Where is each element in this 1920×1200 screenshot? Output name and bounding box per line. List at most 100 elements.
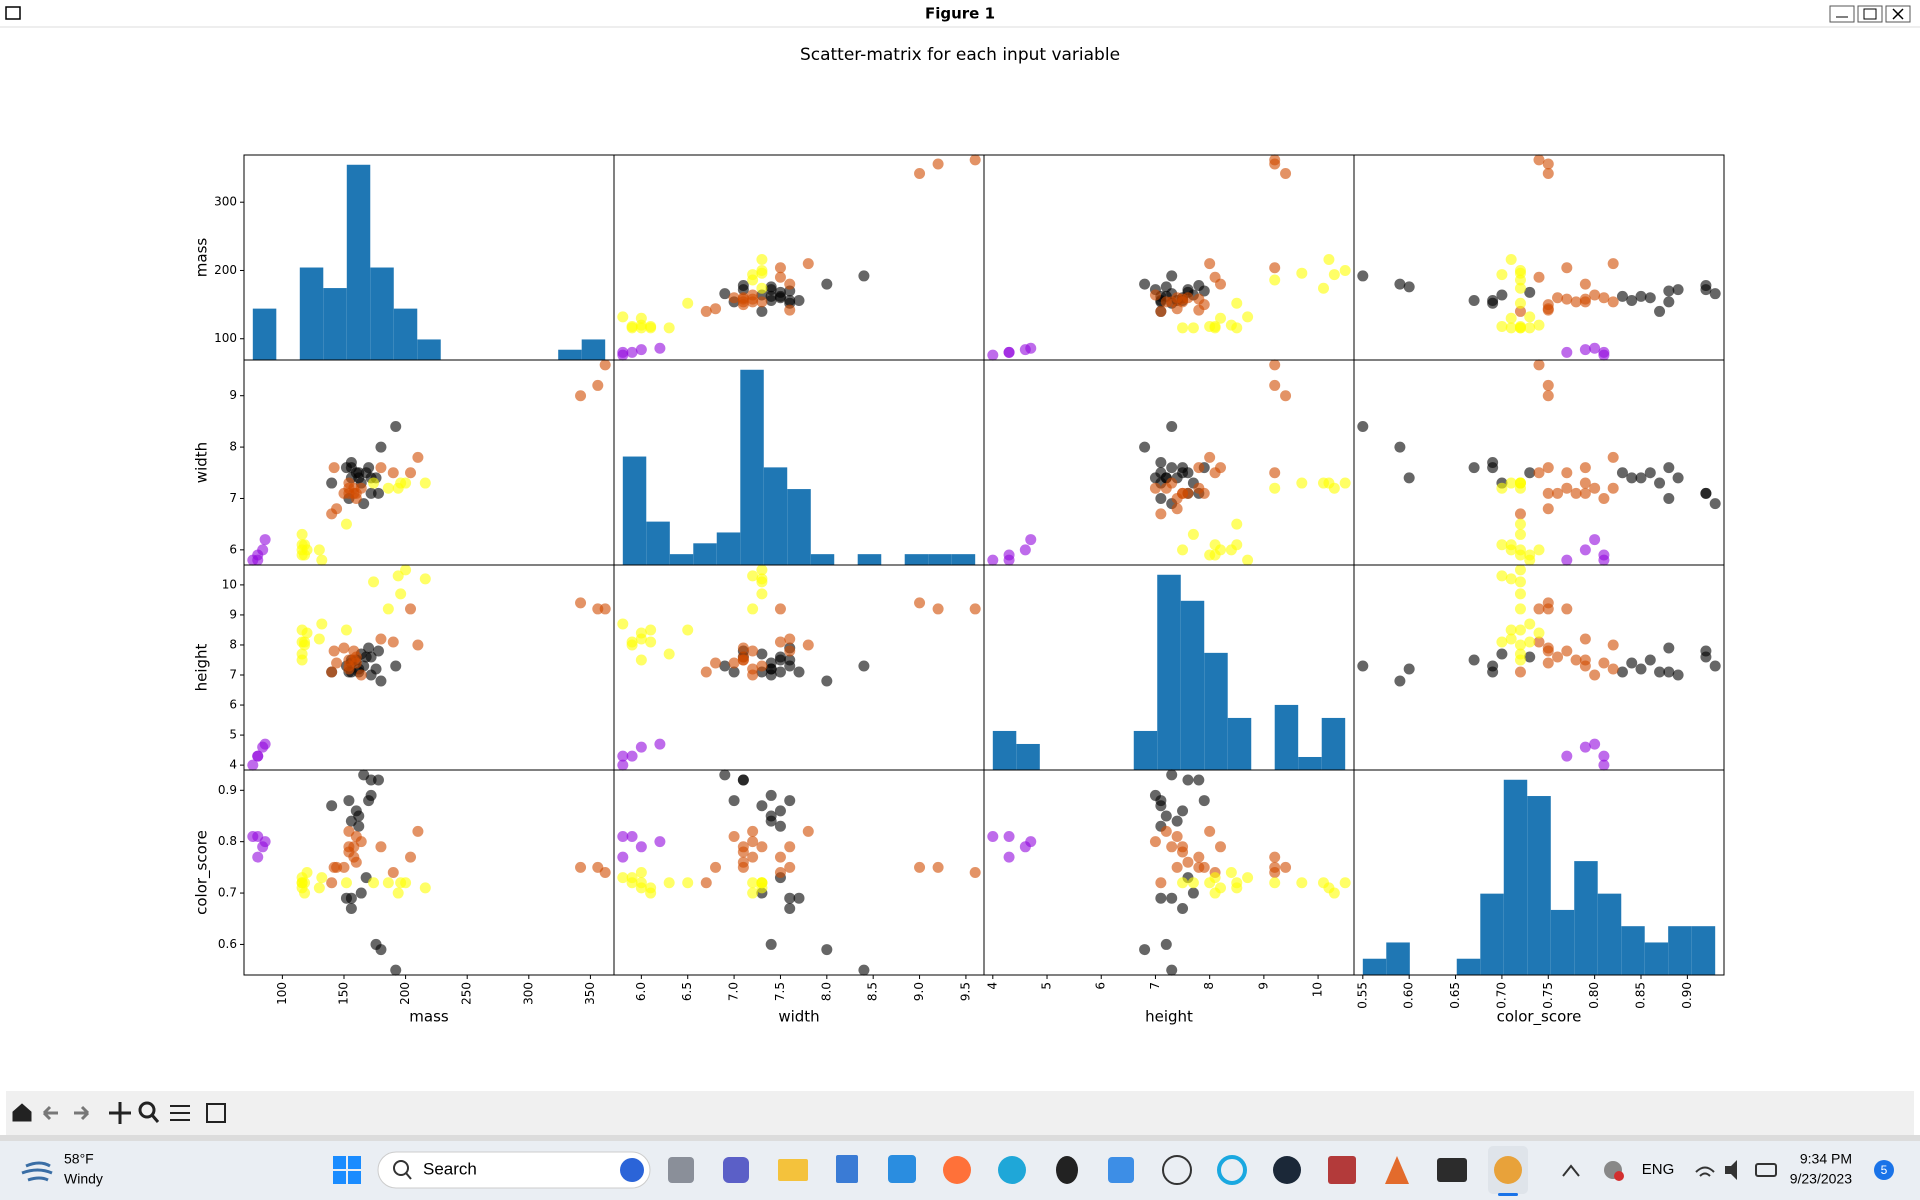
scatter-point <box>784 892 796 904</box>
scatter-point <box>343 482 355 494</box>
pan-button[interactable] <box>109 1102 131 1124</box>
y-tick-label: 5 <box>229 728 237 742</box>
zoom-button[interactable] <box>138 1101 160 1123</box>
scatter-point <box>914 597 926 609</box>
edge-icon[interactable] <box>998 1156 1026 1184</box>
scatter-point <box>756 841 768 853</box>
scatter-point <box>375 841 387 853</box>
start-tile <box>348 1156 361 1169</box>
cortana-icon[interactable] <box>1217 1155 1247 1185</box>
explorer-icon[interactable] <box>778 1159 808 1181</box>
scatter-point <box>756 648 768 660</box>
back-button[interactable] <box>42 1105 58 1121</box>
clock-date[interactable]: 9/23/2023 <box>1790 1171 1852 1187</box>
matlab-icon[interactable] <box>1385 1156 1409 1184</box>
scatter-point <box>1357 421 1369 433</box>
forward-button[interactable] <box>74 1105 90 1121</box>
scatter-point <box>1579 344 1591 356</box>
clock-time[interactable]: 9:34 PM <box>1800 1151 1852 1167</box>
scatter-point <box>1339 877 1351 889</box>
linux-icon[interactable] <box>1056 1156 1078 1184</box>
scatter-point <box>756 305 768 317</box>
scatter-point <box>1149 836 1161 848</box>
notepad-icon[interactable] <box>836 1155 858 1183</box>
scatter-point <box>1166 841 1178 853</box>
scatter-point <box>1533 467 1545 479</box>
scatter-point <box>1269 154 1281 166</box>
tray-overflow[interactable] <box>1562 1164 1580 1177</box>
steam-icon[interactable] <box>1273 1156 1301 1184</box>
configure-button[interactable] <box>170 1105 190 1121</box>
firefox-icon[interactable] <box>943 1156 971 1184</box>
scatter-point <box>355 836 367 848</box>
scatter-point <box>1654 477 1666 489</box>
histogram-bar <box>1362 958 1387 975</box>
scatter-point <box>821 278 833 290</box>
weather-widget[interactable]: 58°F Windy <box>21 1151 103 1187</box>
scatter-point <box>737 642 749 654</box>
scatter-point <box>747 603 759 615</box>
volume-icon[interactable] <box>1725 1160 1737 1180</box>
wifi-icon[interactable] <box>1695 1166 1715 1177</box>
scatter-point <box>1487 457 1499 468</box>
scatter-point <box>1533 154 1545 166</box>
window-controls[interactable] <box>1829 5 1911 23</box>
scatter-point <box>1215 462 1227 474</box>
scatter-point <box>1579 741 1591 753</box>
scatter-point <box>1269 851 1281 863</box>
scatter-point <box>363 642 375 654</box>
scatter-point <box>400 564 412 576</box>
scatter-point <box>363 795 375 807</box>
scatter-point <box>382 877 394 889</box>
histogram-bar <box>558 349 582 360</box>
scatter-point <box>1552 651 1564 663</box>
dell-icon[interactable] <box>1162 1155 1192 1185</box>
scatter-point <box>1231 297 1243 309</box>
scatter-point <box>1579 296 1591 308</box>
chat-icon[interactable] <box>723 1157 749 1183</box>
scatter-point <box>747 887 759 899</box>
x-tick-label: 8 <box>1202 982 1216 990</box>
y-axis-label: height <box>193 643 211 691</box>
scatter-point <box>1561 554 1573 566</box>
scatter-point <box>756 564 768 576</box>
python-figure-icon[interactable] <box>1494 1156 1522 1184</box>
search-box[interactable]: Search <box>377 1151 651 1189</box>
histogram-bar <box>1597 893 1622 975</box>
scatter-point <box>1177 544 1189 556</box>
scatter-point <box>368 877 380 889</box>
notification-badge[interactable] <box>1874 1160 1894 1180</box>
vscode-icon[interactable] <box>888 1155 916 1183</box>
scatter-point <box>405 603 417 615</box>
scatter-point <box>774 262 786 274</box>
scatter-point <box>1193 774 1205 786</box>
archive-icon[interactable] <box>1328 1156 1356 1184</box>
scatter-point <box>645 320 657 332</box>
x-tick-label: 150 <box>336 982 350 1005</box>
zoom-handle <box>150 1114 160 1123</box>
scatter-point <box>340 877 352 889</box>
close-button[interactable] <box>1885 5 1911 23</box>
save-button[interactable] <box>206 1103 226 1123</box>
scatter-point <box>387 467 399 479</box>
battery-icon[interactable] <box>1755 1163 1777 1177</box>
terminal-icon[interactable] <box>1437 1158 1467 1182</box>
scatter-point <box>343 846 355 858</box>
scatter-point <box>858 660 870 672</box>
scatter-point <box>737 296 749 308</box>
minimize-button[interactable] <box>1829 5 1855 23</box>
scatter-point <box>626 750 638 762</box>
task-view-icon[interactable] <box>668 1157 694 1183</box>
store-icon[interactable] <box>1108 1157 1134 1183</box>
home-button[interactable] <box>12 1103 32 1122</box>
scatter-point <box>1514 603 1526 615</box>
x-tick-label: 0.70 <box>1494 982 1508 1009</box>
scatter-point <box>1514 267 1526 279</box>
scatter-point <box>1269 262 1281 274</box>
scatter-point <box>1193 851 1205 863</box>
maximize-button[interactable] <box>1857 5 1883 23</box>
scatter-point <box>1700 284 1712 296</box>
start-button[interactable] <box>333 1156 361 1184</box>
scatter-point <box>1589 669 1601 681</box>
language-indicator[interactable]: ENG <box>1642 1161 1675 1178</box>
